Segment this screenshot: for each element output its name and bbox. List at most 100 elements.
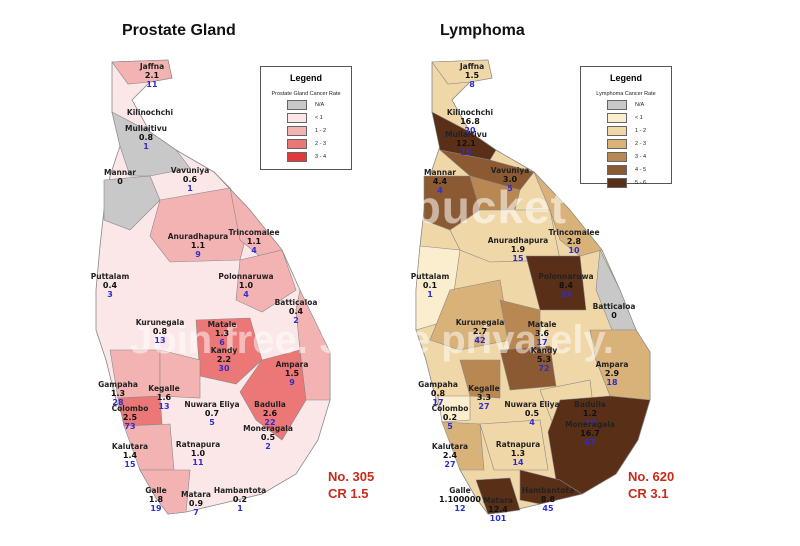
district-label: Puttalam 0.1 1 <box>411 272 450 299</box>
right-map-title: Lymphoma <box>440 22 525 39</box>
legend-item: 4 - 5 <box>607 165 671 175</box>
district-name: Kandy <box>210 346 238 355</box>
district-count: 12 <box>454 504 466 513</box>
legend-swatch <box>607 139 627 149</box>
right-district-kurunegala <box>429 279 511 351</box>
legend-swatch <box>287 152 307 162</box>
district-rate: 12.1 <box>456 139 476 148</box>
left-district-kegalle <box>159 349 201 399</box>
district-label: Puttalam 0.4 3 <box>91 272 130 299</box>
district-count: 8 <box>469 80 475 89</box>
district-label: Ratnapura 1.0 11 <box>176 440 220 467</box>
district-name: Polonnaruwa <box>218 272 274 281</box>
district-rate: 0.8 <box>430 389 446 398</box>
district-label: Kegalle 1.6 13 <box>148 384 179 411</box>
district-rate: 0.4 <box>102 281 118 290</box>
district-name: Matale <box>207 320 237 329</box>
district-count: 4 <box>243 290 249 299</box>
legend-item: N/A <box>607 100 671 110</box>
district-rate: 0.8 <box>152 327 168 336</box>
district-label: Mannar 4.4 4 <box>424 168 456 195</box>
district-name: Hambantota <box>521 486 575 495</box>
district-label: Kurunegala 0.8 13 <box>136 318 185 345</box>
district-rate: 0.8 <box>138 133 154 142</box>
district-label: Matara 12.4 101 <box>483 496 513 523</box>
district-rate: 0.1 <box>422 281 438 290</box>
district-name: Galle <box>145 486 167 495</box>
district-name: Jaffna <box>459 62 485 71</box>
district-label: Colombo 2.5 73 <box>112 404 149 431</box>
legend-label: 5 - 6 <box>635 180 647 186</box>
district-count: 10 <box>584 418 596 427</box>
district-rate: 1.100000 <box>438 495 482 504</box>
district-label: Batticaloa 0 <box>593 302 636 320</box>
left-summary-number: No. 305 <box>328 469 375 484</box>
district-rate: 0.2 <box>232 495 248 504</box>
district-name: Mullaitivu <box>125 124 167 133</box>
district-label: Nuwara Eliya 0.7 5 <box>184 400 239 427</box>
district-label: Matale 1.3 6 <box>208 320 237 347</box>
district-count: 2 <box>293 316 299 325</box>
district-label: Galle 1.8 19 <box>145 486 166 513</box>
legend-label: 1 - 2 <box>635 128 647 134</box>
district-count: 11 <box>146 80 158 89</box>
district-label: Galle 1.100000 12 <box>439 486 481 513</box>
district-rate: 5.3 <box>536 355 552 364</box>
right-district-moneragala <box>547 395 651 495</box>
district-name: Kegalle <box>468 384 500 393</box>
district-name: Kurunegala <box>455 318 505 327</box>
district-count: 15 <box>460 148 472 157</box>
district-name: Matara <box>181 490 211 499</box>
district-name: Ratnapura <box>495 440 541 449</box>
district-name: Nuwara Eliya <box>504 400 560 409</box>
legend-item: N/A <box>287 100 351 110</box>
left-legend-subtitle: Prostate Gland Cancer Rate <box>271 91 341 97</box>
district-label: Vavuniya 0.6 1 <box>171 166 210 193</box>
district-count: 6 <box>219 338 225 347</box>
legend-swatch <box>287 113 307 123</box>
district-count: 4 <box>251 246 257 255</box>
right-district-mullaitivu <box>438 149 535 191</box>
district-name: Kurunegala <box>135 318 185 327</box>
district-count: 27 <box>478 402 490 411</box>
district-rate: 8.4 <box>558 281 574 290</box>
district-rate: 1.3 <box>510 449 526 458</box>
district-name: Kilinochchi <box>126 108 174 117</box>
district-rate: 1.0 <box>238 281 254 290</box>
district-label: Gampaha 1.3 28 <box>98 380 138 407</box>
legend-label: < 1 <box>315 115 323 121</box>
district-rate: 3.0 <box>502 175 518 184</box>
legend-item: < 1 <box>287 113 351 123</box>
district-rate: 1.8 <box>148 495 164 504</box>
legend-label: 3 - 4 <box>315 154 327 160</box>
district-name: Ampara <box>275 360 309 369</box>
district-label: Kurunegala 2.7 42 <box>456 318 505 345</box>
legend-label: < 1 <box>635 115 643 121</box>
district-count: 33 <box>560 290 572 299</box>
legend-swatch <box>607 178 627 188</box>
district-label: Trincomalee 2.8 10 <box>548 228 599 255</box>
district-label: Kilinochchi 16.8 20 <box>447 108 493 135</box>
right-district-colombo <box>437 395 471 423</box>
district-rate: 0 <box>117 177 123 186</box>
district-name: Mullaitivu <box>445 130 487 139</box>
legend-swatch <box>287 100 307 110</box>
district-label: Polonnaruwa 1.0 4 <box>218 272 273 299</box>
left-map-title: Prostate Gland <box>122 22 236 39</box>
district-rate: 2.2 <box>216 355 232 364</box>
district-name: Nuwara Eliya <box>184 400 240 409</box>
district-label: Jaffna 1.5 8 <box>460 62 484 89</box>
district-count: 67 <box>584 438 596 447</box>
district-count: 27 <box>444 460 456 469</box>
district-rate: 0.5 <box>524 409 540 418</box>
district-count: 1 <box>187 184 193 193</box>
district-rate: 0 <box>611 311 617 320</box>
district-rate: 16.7 <box>580 429 600 438</box>
left-legend-title: Legend <box>289 73 322 83</box>
district-count: 10 <box>568 246 580 255</box>
district-label: Ampara 2.9 18 <box>596 360 629 387</box>
legend-item: 1 - 2 <box>607 126 671 136</box>
legend-item: 2 - 3 <box>607 139 671 149</box>
district-rate: 1.3 <box>110 389 126 398</box>
legend-item: 5 - 6 <box>607 178 671 188</box>
